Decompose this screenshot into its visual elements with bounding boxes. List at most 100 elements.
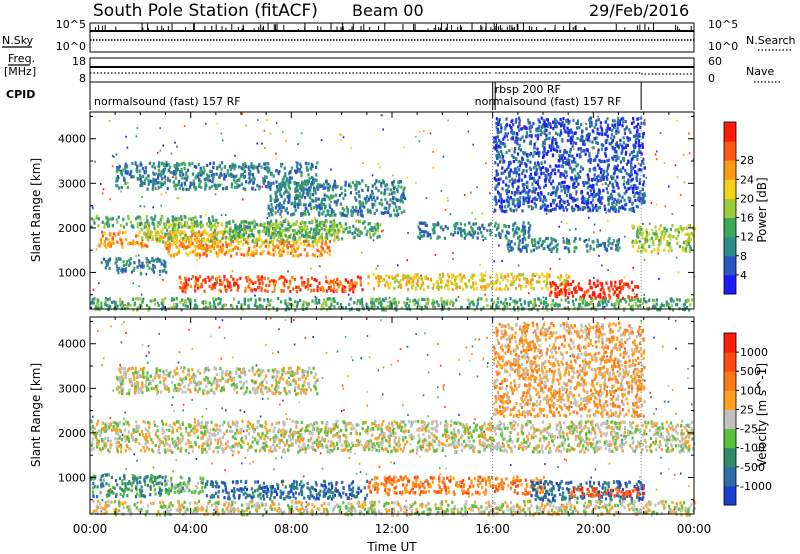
heatmap-cell: [631, 177, 635, 181]
heatmap-cell: [523, 189, 526, 193]
heatmap-cell: [225, 221, 228, 225]
heatmap-cell: [191, 217, 195, 222]
heatmap-cell: [287, 302, 290, 306]
heatmap-cell: [506, 243, 509, 247]
heatmap-cell: [167, 163, 170, 167]
heatmap-cell: [272, 253, 275, 257]
heatmap-cell: [632, 166, 635, 170]
heatmap-cell: [216, 231, 220, 235]
heatmap-cell: [283, 185, 286, 189]
heatmap-cell: [603, 294, 607, 298]
heatmap-cell: [310, 182, 313, 187]
heatmap-cell: [416, 273, 419, 277]
heatmap-cell: [476, 302, 480, 306]
heatmap-cell: [281, 289, 284, 293]
heatmap-cell: [284, 234, 288, 238]
heatmap-cell: [502, 302, 505, 306]
heatmap-cell: [324, 214, 327, 218]
heatmap-cell: [593, 223, 596, 226]
heatmap-cell: [510, 239, 513, 244]
heatmap-cell: [394, 302, 397, 306]
heatmap-cell: [225, 289, 228, 293]
heatmap-cell: [215, 276, 219, 281]
heatmap-cell: [322, 186, 325, 190]
heatmap-cell: [458, 285, 462, 289]
heatmap-cell: [540, 243, 543, 248]
heatmap-cell: [427, 233, 430, 237]
heatmap-cell: [236, 227, 239, 231]
heatmap-cell: [313, 236, 317, 240]
heatmap-cell: [124, 230, 127, 234]
heatmap-cell: [599, 229, 602, 232]
heatmap-cell: [573, 239, 576, 243]
heatmap-cell: [185, 187, 188, 191]
heatmap-cell: [358, 206, 362, 210]
heatmap-cell: [321, 247, 325, 251]
heatmap-cell: [232, 177, 236, 181]
heatmap-cell: [500, 272, 503, 276]
heatmap-cell: [566, 237, 569, 241]
heatmap-cell: [385, 280, 388, 284]
heatmap-cell: [625, 162, 629, 166]
heatmap-cell: [538, 120, 541, 124]
heatmap-cell: [521, 135, 524, 139]
heatmap-cell: [292, 236, 295, 240]
heatmap-cell: [221, 232, 225, 237]
heatmap-cell: [299, 237, 302, 241]
heatmap-cell: [663, 234, 666, 238]
heatmap-cell: [568, 250, 571, 254]
heatmap-cell: [125, 135, 127, 138]
heatmap-cell: [463, 236, 466, 240]
heatmap-cell: [295, 290, 298, 294]
heatmap-cell: [171, 237, 174, 241]
heatmap-cell: [237, 165, 241, 169]
heatmap-cell: [573, 207, 576, 211]
heatmap-cell: [587, 132, 590, 136]
heatmap-cell: [221, 139, 224, 142]
heatmap-cell: [378, 297, 381, 301]
heatmap-cell: [219, 289, 223, 293]
heatmap-cell: [616, 299, 619, 303]
heatmap-cell: [411, 286, 414, 290]
heatmap-cell: [209, 225, 212, 229]
heatmap-cell: [624, 207, 627, 211]
heatmap-cell: [550, 249, 553, 254]
heatmap-cell: [683, 302, 687, 306]
heatmap-cell: [359, 301, 362, 305]
heatmap-cell: [374, 223, 377, 227]
heatmap-cell: [684, 241, 688, 245]
heatmap-cell: [156, 224, 159, 228]
heatmap-cell: [631, 298, 634, 302]
heatmap-cell: [318, 265, 321, 268]
heatmap-cell: [258, 245, 262, 249]
heatmap-cell: [636, 285, 639, 289]
heatmap-cell: [280, 181, 283, 185]
heatmap-cell: [296, 300, 299, 304]
heatmap-cell: [289, 244, 292, 248]
heatmap-cell: [550, 238, 554, 242]
heatmap-cell: [499, 177, 502, 181]
heatmap-cell: [290, 202, 293, 206]
heatmap-cell: [251, 232, 254, 236]
heatmap-cell: [505, 176, 508, 180]
heatmap-cell: [354, 227, 357, 231]
heatmap-cell: [344, 285, 347, 289]
heatmap-cell: [583, 143, 587, 147]
heatmap-cell: [250, 288, 253, 293]
heatmap-cell: [513, 178, 515, 181]
heatmap-cell: [591, 291, 595, 295]
heatmap-cell: [648, 244, 651, 249]
heatmap-cell: [212, 235, 215, 238]
heatmap-cell: [391, 190, 395, 194]
heatmap-cell: [201, 231, 205, 235]
heatmap-cell: [429, 233, 432, 237]
heatmap-cell: [678, 298, 681, 302]
heatmap-cell: [421, 281, 425, 285]
heatmap-cell: [305, 183, 308, 187]
heatmap-cell: [267, 230, 270, 234]
heatmap-cell: [285, 239, 289, 243]
heatmap-cell: [591, 129, 594, 133]
heatmap-cell: [318, 254, 321, 258]
heatmap-cell: [188, 163, 191, 167]
heatmap-cell: [685, 305, 689, 310]
